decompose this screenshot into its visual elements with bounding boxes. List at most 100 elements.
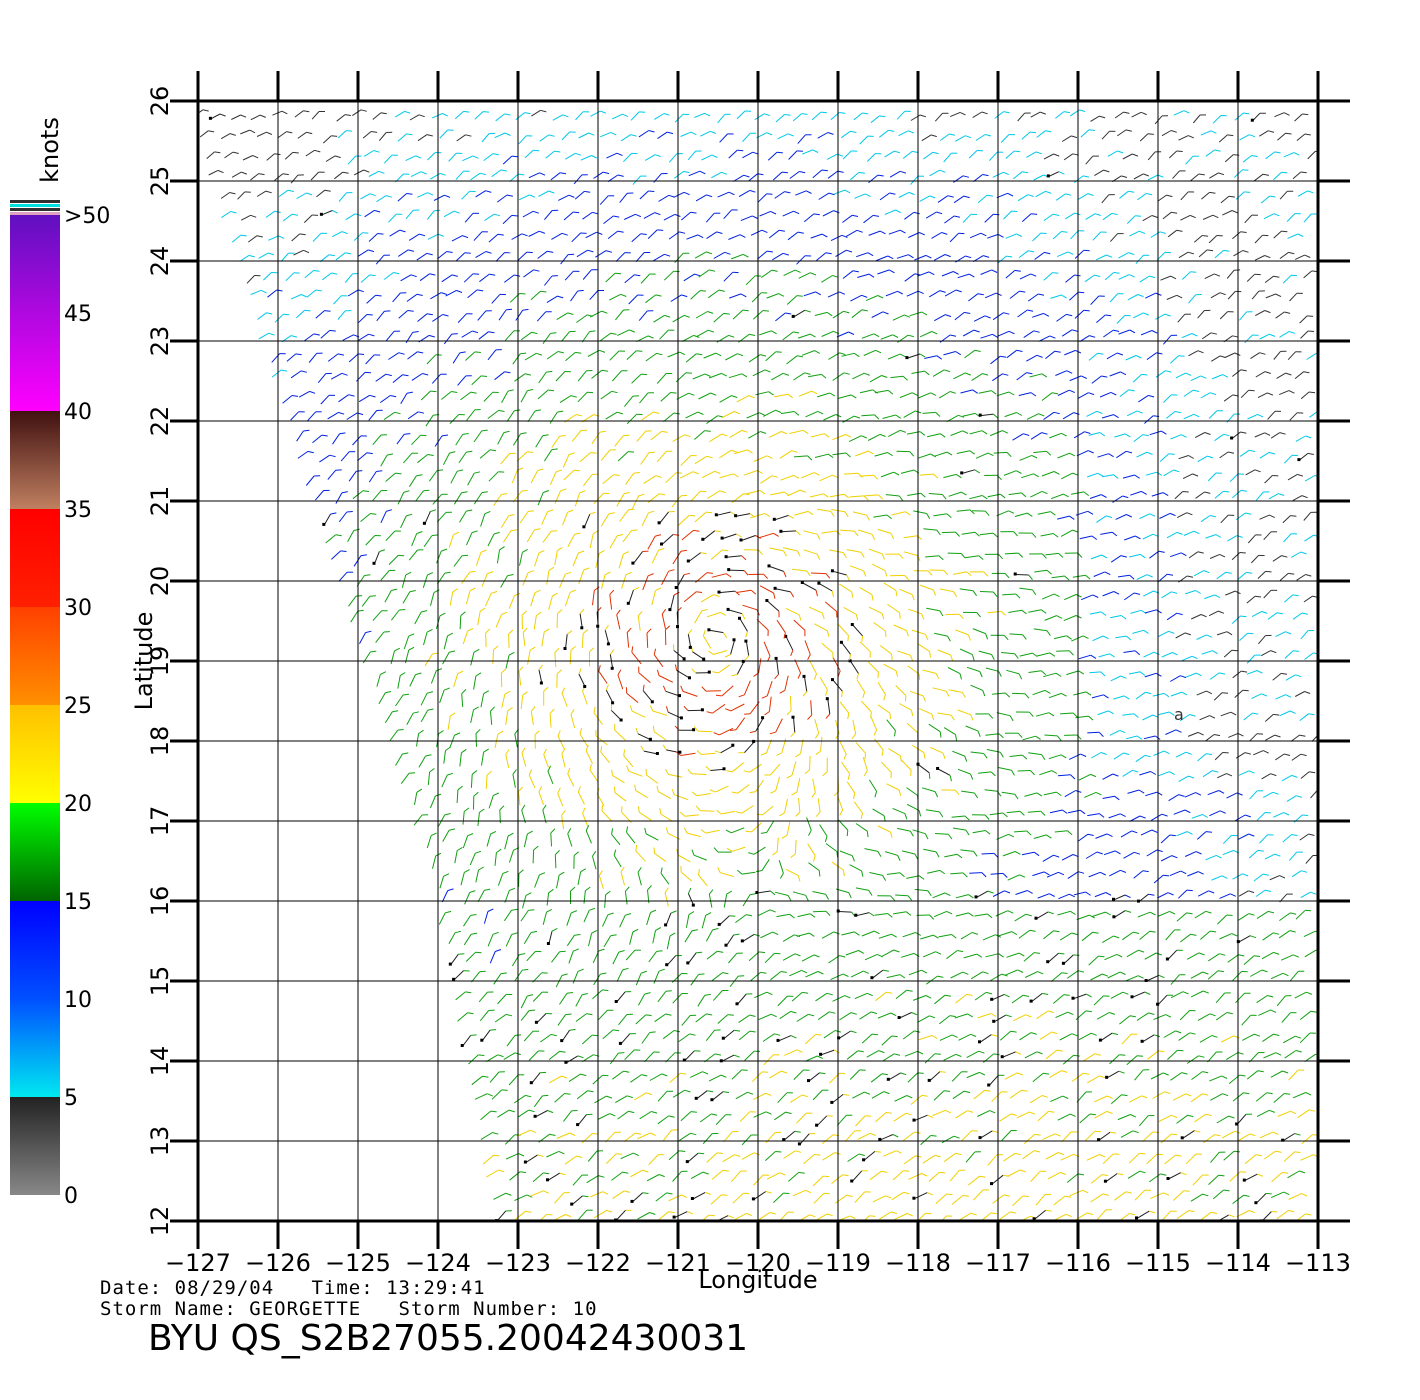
wind-vector — [1255, 371, 1271, 378]
wind-vector — [1199, 930, 1217, 940]
wind-vector — [698, 392, 717, 400]
wind-vector — [905, 353, 926, 360]
wind-vector — [792, 113, 808, 122]
wind-vector — [488, 471, 505, 482]
wind-vector — [816, 508, 835, 517]
wind-vector — [535, 434, 549, 448]
wind-vector — [1017, 309, 1034, 318]
wind-vector — [505, 1153, 525, 1160]
wind-vector — [837, 1030, 857, 1040]
wind-vector — [517, 251, 533, 261]
wind-vector — [1089, 611, 1107, 616]
wind-vector — [629, 928, 639, 945]
wind-vector — [749, 779, 764, 794]
wind-vector — [1135, 754, 1151, 763]
wind-vector — [756, 805, 774, 816]
wind-vector — [589, 310, 608, 318]
wind-vector — [1284, 650, 1300, 659]
wind-vector — [470, 172, 486, 181]
wind-vector — [666, 932, 676, 950]
wind-vector — [361, 595, 376, 607]
wind-vector — [952, 1090, 971, 1100]
wind-vector — [770, 971, 787, 981]
wind-vector — [700, 594, 720, 603]
wind-vector — [681, 334, 700, 342]
wind-vector — [1211, 355, 1226, 362]
wind-vector — [938, 391, 956, 399]
wind-vector — [851, 720, 857, 740]
wind-vector — [1006, 810, 1025, 816]
wind-vector — [1049, 809, 1068, 814]
wind-vector — [764, 952, 781, 964]
wind-vector — [814, 453, 834, 459]
wind-vector — [869, 1170, 888, 1181]
wind-vector — [1254, 432, 1271, 438]
wind-vector — [522, 210, 539, 218]
wind-vector — [443, 746, 451, 764]
wind-vector — [744, 1050, 761, 1061]
wind-vector — [870, 1073, 888, 1083]
wind-vector — [1307, 150, 1318, 160]
wind-vector — [807, 843, 816, 862]
wind-vector — [1283, 1151, 1301, 1162]
wind-vector — [527, 409, 542, 423]
wind-vector — [1237, 571, 1253, 581]
wind-vector — [658, 194, 675, 202]
wind-vector — [676, 607, 682, 629]
wind-vector — [582, 511, 596, 529]
wind-vector — [759, 532, 779, 539]
wind-vector — [1027, 810, 1046, 816]
wind-vector — [1084, 274, 1101, 283]
wind-vector — [1170, 1072, 1188, 1081]
wind-vector — [943, 1053, 962, 1061]
wind-vector — [706, 950, 724, 960]
wind-vector — [1170, 691, 1188, 697]
wind-vector — [1096, 314, 1112, 323]
wind-vector — [557, 730, 565, 750]
wind-vector — [546, 927, 558, 945]
wind-vector — [1153, 750, 1170, 756]
wind-vector — [239, 254, 255, 262]
wind-vector — [777, 1092, 793, 1104]
wind-vector — [619, 913, 632, 928]
wind-vector — [356, 371, 372, 382]
wind-vector — [1008, 492, 1027, 498]
wind-vector — [1185, 1153, 1203, 1165]
wind-vector — [556, 609, 563, 628]
wind-vector — [914, 888, 932, 896]
wind-vector — [632, 175, 647, 185]
wind-vector — [457, 1012, 474, 1022]
wind-vector — [1023, 952, 1041, 962]
wind-vector — [568, 948, 579, 964]
wind-vector — [477, 607, 486, 626]
wind-vector — [461, 689, 467, 708]
wind-vector — [966, 1050, 985, 1059]
date-time-line: Date: 08/29/04 Time: 13:29:41 — [100, 1277, 486, 1299]
wind-vector — [564, 270, 580, 281]
wind-vector — [701, 470, 721, 479]
wind-vector — [684, 929, 698, 943]
wind-vector — [434, 434, 449, 447]
wind-vector — [425, 414, 440, 427]
wind-vector — [769, 1070, 788, 1079]
wind-vector — [641, 1031, 656, 1044]
wind-vector — [267, 289, 283, 298]
wind-vector — [1294, 254, 1311, 260]
wind-vector — [957, 709, 974, 721]
wind-vector — [1133, 173, 1149, 180]
wind-vector — [1275, 311, 1291, 319]
wind-vector — [320, 329, 336, 339]
wind-vector — [481, 132, 496, 143]
wind-vector — [913, 510, 931, 519]
wind-vector — [1102, 935, 1120, 944]
wind-vector — [1084, 1130, 1101, 1142]
wind-vector — [886, 872, 905, 878]
wind-vector — [1180, 214, 1196, 221]
wind-vector — [549, 1075, 568, 1084]
wind-vector — [709, 785, 729, 793]
colorbar-label: 30 — [64, 596, 92, 621]
wind-vector — [663, 412, 680, 423]
wind-vector — [578, 567, 590, 584]
wind-vector — [1161, 130, 1177, 137]
wind-vector — [798, 390, 818, 397]
